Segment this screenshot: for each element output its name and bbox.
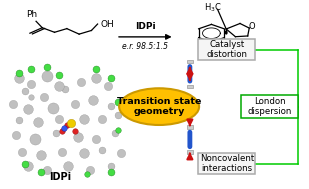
Text: Catalyst
distortion: Catalyst distortion xyxy=(206,40,247,59)
Text: H$_3$C: H$_3$C xyxy=(204,1,222,14)
Text: OH: OH xyxy=(101,19,114,29)
Ellipse shape xyxy=(119,88,199,125)
Text: O: O xyxy=(248,22,255,31)
Text: IDPi: IDPi xyxy=(135,22,156,31)
FancyBboxPatch shape xyxy=(241,95,298,118)
Text: Transition state
geometry: Transition state geometry xyxy=(117,97,201,116)
Text: Ph: Ph xyxy=(26,10,37,19)
FancyBboxPatch shape xyxy=(187,125,193,129)
Text: IDPi: IDPi xyxy=(50,172,72,182)
FancyBboxPatch shape xyxy=(198,153,255,174)
FancyBboxPatch shape xyxy=(187,150,193,153)
FancyBboxPatch shape xyxy=(187,60,193,63)
FancyBboxPatch shape xyxy=(198,39,255,60)
FancyBboxPatch shape xyxy=(187,85,193,88)
Text: e.r. 98.5:1.5: e.r. 98.5:1.5 xyxy=(122,42,168,51)
Text: London
dispersion: London dispersion xyxy=(248,97,292,116)
Text: Noncovalent
interactions: Noncovalent interactions xyxy=(200,154,254,173)
